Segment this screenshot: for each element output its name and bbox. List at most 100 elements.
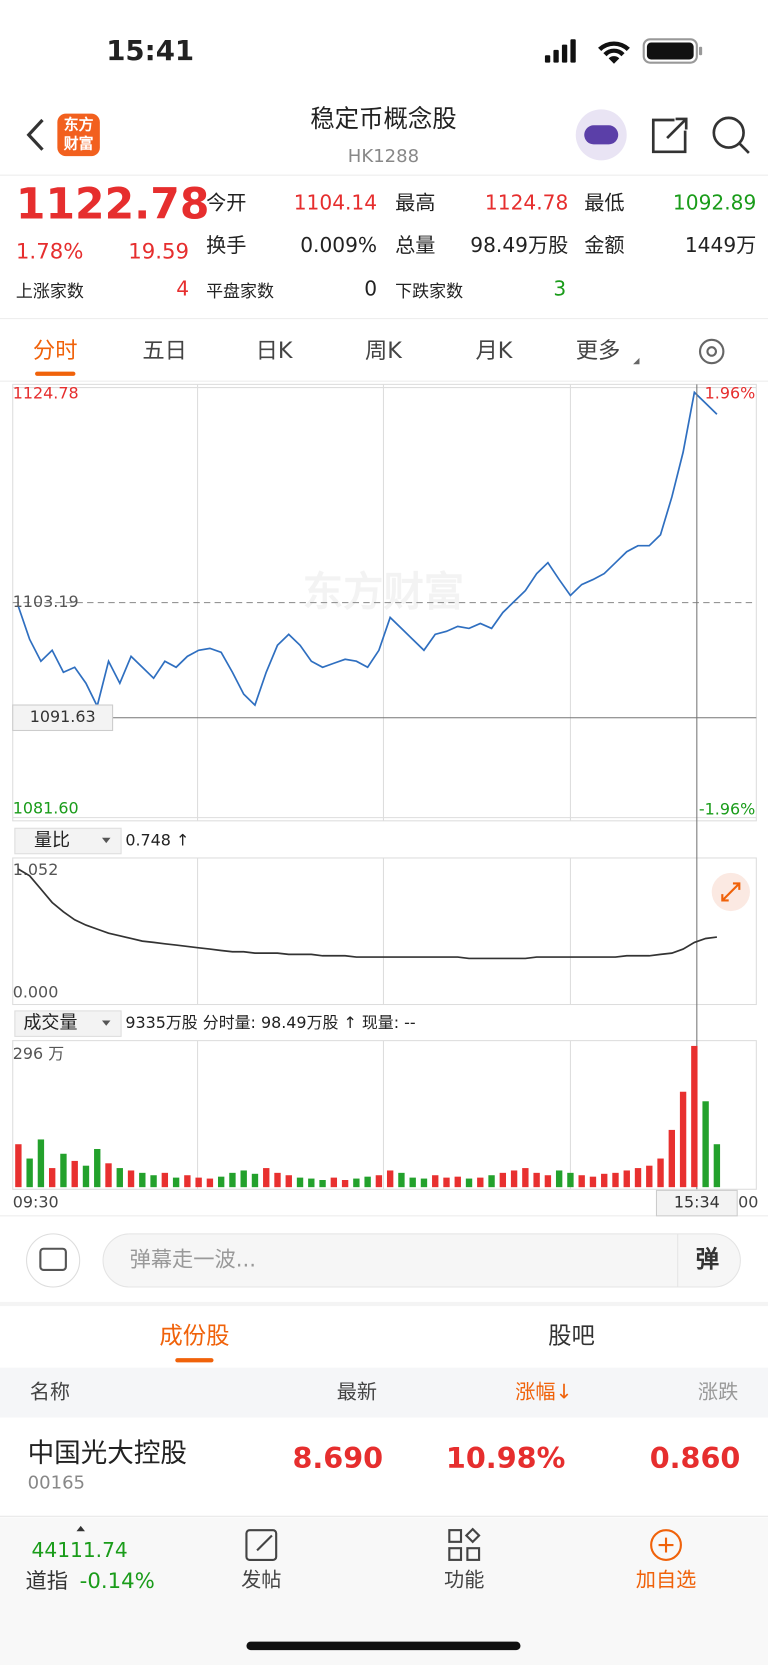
nav-item[interactable]: 发帖	[241, 1568, 281, 1592]
dropdown-caret	[101, 1020, 111, 1026]
nav-item[interactable]: 加自选	[636, 1568, 696, 1592]
volume-bar	[172, 1177, 180, 1188]
settings-button[interactable]	[698, 338, 725, 365]
field-value: 0.009%	[300, 233, 377, 257]
y-tick-label: 1103.19	[13, 592, 79, 611]
field-value: 1124.78	[485, 190, 568, 214]
change: 19.59	[128, 240, 189, 265]
volume-bar	[454, 1176, 461, 1188]
clock: 15:41	[106, 34, 194, 67]
logo-text: 东方	[64, 115, 94, 133]
field-value: 1104.14	[294, 190, 377, 214]
volume-bar	[308, 1178, 315, 1188]
cell: 10.98%	[446, 1441, 565, 1475]
cell: 8.690	[292, 1441, 383, 1475]
indicator-name[interactable]: 成交量	[23, 1013, 77, 1034]
volume-bar	[364, 1176, 371, 1188]
logo	[57, 113, 100, 157]
cell: 0.860	[650, 1441, 741, 1475]
volume-bar	[37, 1139, 45, 1188]
comment-placeholder[interactable]: 弹幕走一波...	[130, 1247, 256, 1272]
indicator-name[interactable]: 量比	[34, 830, 70, 851]
volume-bar	[578, 1175, 585, 1188]
volume-bar	[319, 1180, 326, 1188]
volume-bar	[668, 1129, 676, 1188]
volume-bar	[713, 1144, 721, 1188]
field-label: 今开	[206, 190, 246, 214]
chart-tab[interactable]: 周K	[365, 338, 403, 364]
crosshair-time-box	[655, 1189, 738, 1217]
crosshair-time: 15:34	[674, 1193, 720, 1212]
volume-bar	[296, 1177, 304, 1188]
breadth-value: 3	[553, 276, 566, 300]
logo-text: 财富	[64, 134, 94, 152]
index-arrow	[76, 1525, 85, 1532]
y-tick-label: 1124.78	[13, 383, 79, 402]
volume-bar	[702, 1101, 709, 1188]
y-tick-label: 1081.60	[13, 799, 79, 818]
function-icon	[448, 1527, 481, 1561]
volume-bar	[420, 1178, 428, 1188]
breadth-label: 平盘家数	[206, 282, 274, 302]
chart-tab[interactable]: 更多	[576, 338, 621, 364]
volume-dropdown[interactable]	[14, 1010, 122, 1037]
volume-bar	[477, 1177, 484, 1188]
volume-bar	[240, 1170, 247, 1188]
volume-bar	[657, 1158, 664, 1188]
volume-bar	[353, 1178, 360, 1188]
volume-bar	[116, 1168, 123, 1188]
back-button[interactable]	[26, 118, 44, 151]
nav-item[interactable]: 功能	[444, 1568, 484, 1592]
volume-bar	[567, 1172, 574, 1188]
column-header[interactable]: 最新	[337, 1380, 377, 1404]
section-tab[interactable]: 股吧	[548, 1321, 595, 1349]
column-header[interactable]: 涨跌	[698, 1380, 738, 1404]
page-title: 稳定币概念股	[310, 104, 456, 133]
volume-bar	[623, 1170, 630, 1188]
volume-bar	[285, 1175, 292, 1188]
add-icon	[650, 1529, 682, 1561]
search-button[interactable]	[712, 116, 750, 154]
volume-bar	[432, 1175, 439, 1188]
chart-tab[interactable]: 分时	[33, 338, 78, 364]
volume-bar	[105, 1163, 112, 1188]
chart-tab[interactable]: 月K	[475, 338, 513, 364]
volume-bar	[555, 1170, 563, 1188]
volume-bar	[612, 1172, 619, 1188]
comment-icon	[39, 1247, 67, 1272]
danmaku-button[interactable]: 弹	[696, 1245, 719, 1273]
stock-name[interactable]: 中国光大控股	[28, 1438, 187, 1469]
indicator-value: 9335万股 分时量: 98.49万股 ↑ 现量: --	[125, 1013, 415, 1032]
comment-input[interactable]	[102, 1233, 741, 1288]
ratio-line	[17, 868, 718, 960]
breadth-label: 上涨家数	[16, 282, 84, 302]
volume-bar	[330, 1177, 338, 1188]
column-header[interactable]: 涨幅↓	[515, 1380, 572, 1404]
volume-bar	[26, 1158, 33, 1188]
x-tick-label: 00	[738, 1193, 758, 1212]
chart-tab[interactable]: 五日	[142, 338, 187, 364]
chart-tab[interactable]: 日K	[256, 338, 294, 364]
volume-bar	[82, 1165, 90, 1188]
avatar-face	[584, 125, 619, 145]
status-icons	[544, 38, 703, 64]
section-tab[interactable]: 成份股	[159, 1321, 229, 1349]
volume-bar	[488, 1175, 495, 1188]
volume-bar	[679, 1091, 687, 1188]
indicator-value: 0.748 ↑	[125, 830, 189, 849]
volume-bar	[409, 1177, 416, 1188]
volume-bar	[195, 1177, 202, 1188]
change-pct: 1.78%	[16, 240, 83, 265]
index-change: -0.14%	[80, 1569, 155, 1594]
index-value[interactable]: 44111.74	[32, 1538, 128, 1562]
bottom-nav	[0, 1517, 768, 1665]
volume-bar	[646, 1165, 653, 1188]
share-button[interactable]	[651, 117, 688, 154]
volume-bar	[533, 1172, 540, 1188]
comment-settings[interactable]	[26, 1233, 81, 1288]
dropdown-caret	[101, 837, 111, 844]
ratio-dropdown[interactable]	[14, 827, 122, 855]
volume-bar	[263, 1168, 270, 1188]
volume-bar	[691, 1045, 698, 1188]
